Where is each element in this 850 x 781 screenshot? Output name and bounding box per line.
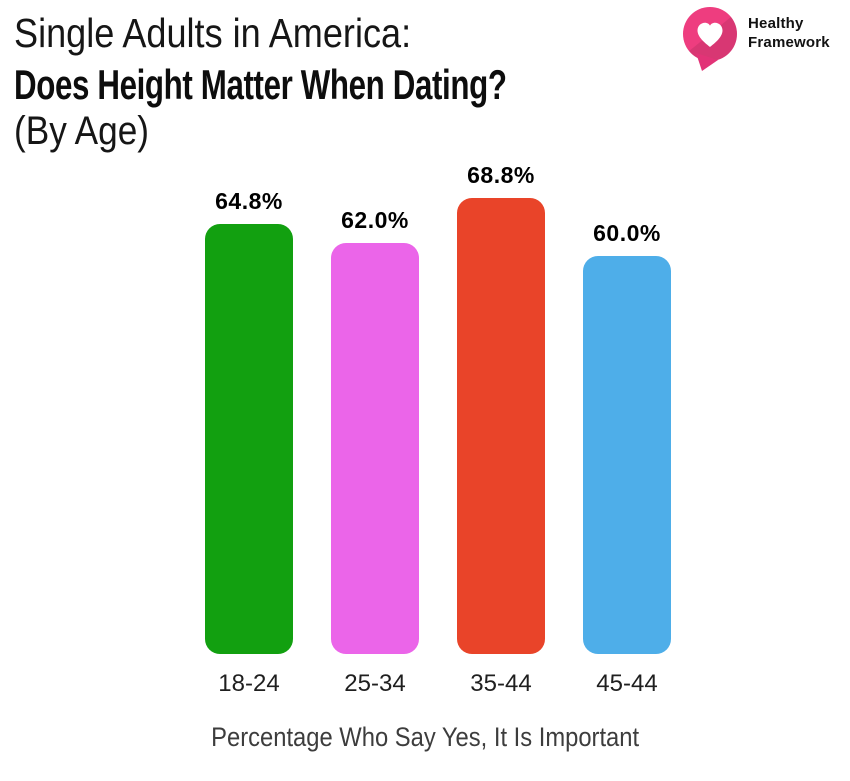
title-line-2: Does Height Matter When Dating? (14, 61, 507, 108)
bar-value-label: 64.8% (215, 188, 283, 214)
bar-column: 62.0% 25-34 (331, 207, 419, 697)
bar (583, 256, 671, 654)
bar-column: 60.0% 45-44 (583, 220, 671, 697)
bar (457, 198, 545, 654)
logo-text-line2: Framework (748, 34, 830, 51)
title-line-1: Single Adults in America: (14, 10, 412, 56)
brand-logo: Healthy Framework (682, 6, 830, 72)
bar (331, 243, 419, 654)
title-block: Single Adults in America: Does Height Ma… (14, 8, 675, 154)
logo-text-line1: Healthy (748, 15, 804, 32)
x-axis-caption: Percentage Who Say Yes, It Is Important (211, 722, 639, 752)
bar-category-label: 35-44 (470, 670, 532, 697)
logo-wordmark: Healthy Framework (748, 14, 830, 52)
bar-value-label: 62.0% (341, 207, 409, 233)
bar-category-label: 25-34 (344, 670, 406, 697)
bar-column: 68.8% 35-44 (457, 162, 545, 697)
bar-value-label: 68.8% (467, 162, 535, 188)
bar-category-label: 45-44 (596, 670, 658, 697)
bar (205, 224, 293, 654)
heart-speech-bubble-icon (683, 7, 737, 71)
x-axis-caption-row: Percentage Who Say Yes, It Is Important (0, 722, 850, 753)
bar-value-label: 60.0% (593, 220, 661, 246)
bar-column: 64.8% 18-24 (205, 188, 293, 697)
title-line-3: (By Age) (14, 109, 149, 153)
bar-category-label: 18-24 (218, 670, 280, 697)
